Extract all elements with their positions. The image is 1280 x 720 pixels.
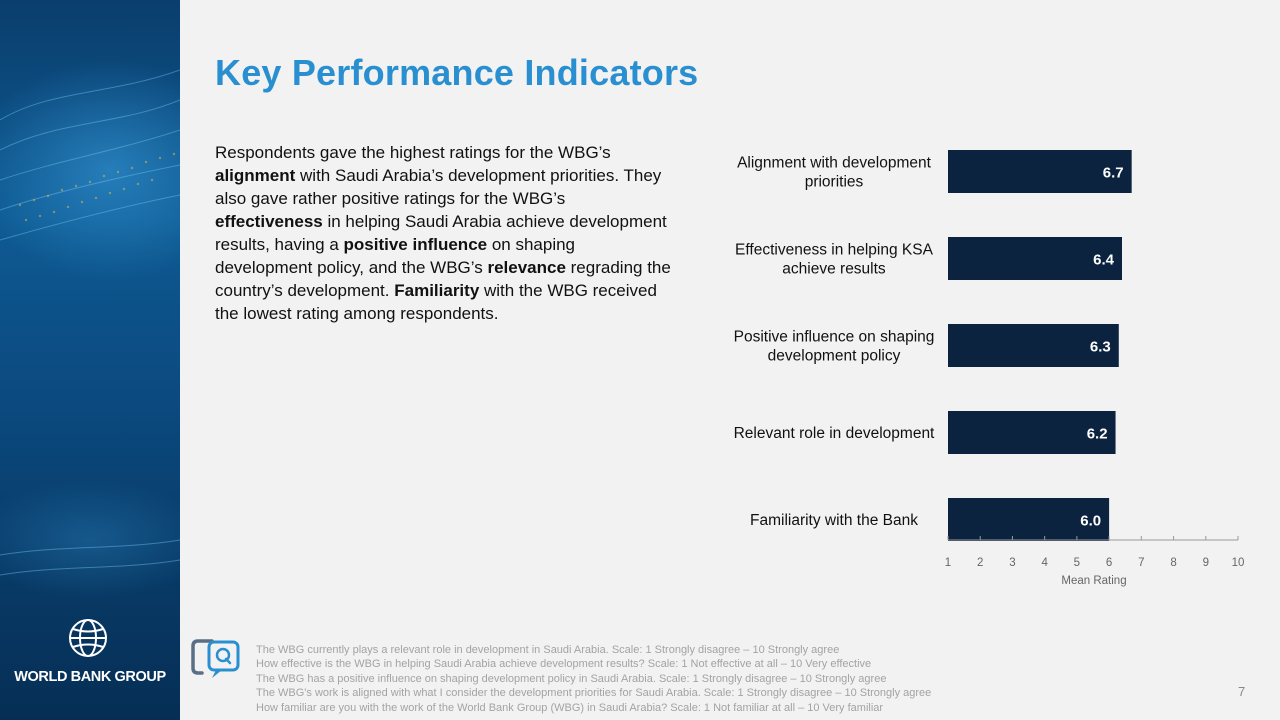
summary-highlight-influence: positive influence [343, 235, 488, 254]
summary-highlight-familiarity: Familiarity [394, 281, 480, 300]
summary-text: with the WBG received the lowest rating … [215, 281, 657, 323]
category-label: priorities [805, 174, 864, 191]
bar-5 [948, 498, 1110, 541]
summary-text: Respondents gave the highest ratings for… [215, 143, 611, 162]
footnote-line: The WBG's work is aligned with what I co… [256, 687, 932, 700]
category-label: Alignment with development [737, 155, 932, 172]
footnote-line: The WBG currently plays a relevant role … [256, 644, 840, 656]
footnote-line: How effective is the WBG in helping Saud… [256, 658, 872, 671]
summary-highlight-effectiveness: effectiveness [215, 212, 323, 231]
summary-paragraph: Respondents gave the highest ratings for… [215, 141, 675, 325]
summary-text: on shaping development policy, and the W… [215, 235, 576, 277]
x-tick-label: 2 [977, 557, 983, 569]
footnote-line: How familiar are you with the work of th… [256, 701, 884, 714]
footnote-line: The WBG has a positive influence on shap… [256, 672, 887, 685]
survey-question-icon [191, 639, 240, 678]
sidebar-panel: WORLD BANK GROUP [0, 0, 180, 720]
summary-highlight-alignment: alignment [215, 166, 296, 185]
bar-3 [948, 324, 1119, 367]
kpi-bar-chart: 6.7 Alignment with development priorities 6… [734, 150, 1245, 587]
bar-value-label: 6.2 [1087, 426, 1108, 443]
bar-value-label: 6.3 [1090, 339, 1111, 356]
footnotes: The WBG currently plays a relevant role … [256, 643, 931, 715]
page-title: Key Performance Indicators [215, 52, 699, 93]
globe-logo-icon [69, 619, 107, 657]
x-tick-label: 4 [1041, 557, 1048, 569]
wave-decoration-icon [0, 60, 180, 600]
x-tick-label: 3 [1009, 557, 1015, 569]
x-tick-label: 1 [945, 557, 951, 569]
category-label: Relevant role in development [734, 425, 935, 442]
bar-4 [948, 411, 1116, 454]
bar-1 [948, 150, 1132, 193]
summary-highlight-relevance: relevance [487, 258, 566, 277]
category-label: development policy [768, 348, 901, 365]
category-label: Effectiveness in helping KSA [735, 242, 934, 259]
bar-value-label: 6.4 [1093, 252, 1115, 269]
category-label: Familiarity with the Bank [750, 512, 918, 529]
bar-value-label: 6.0 [1080, 513, 1101, 530]
category-label: Positive influence on shaping [734, 329, 935, 346]
x-tick-label: 6 [1106, 557, 1112, 569]
category-label: achieve results [782, 261, 886, 278]
bar-value-label: 6.7 [1103, 165, 1124, 182]
summary-text: regrading the country’s development. [215, 258, 671, 300]
x-tick-label: 9 [1203, 557, 1209, 569]
brand-name: WORLD BANK GROUP [14, 669, 166, 685]
x-tick-label: 8 [1170, 557, 1176, 569]
x-axis-label: Mean Rating [1061, 575, 1126, 587]
x-tick-label: 10 [1232, 557, 1245, 569]
summary-text: in helping Saudi Arabia achieve developm… [215, 212, 667, 254]
summary-text: with Saudi Arabia’s development prioriti… [215, 166, 662, 208]
x-tick-label: 7 [1138, 557, 1144, 569]
bar-2 [948, 237, 1122, 280]
x-tick-label: 5 [1074, 557, 1080, 569]
page-number: 7 [1238, 684, 1246, 699]
